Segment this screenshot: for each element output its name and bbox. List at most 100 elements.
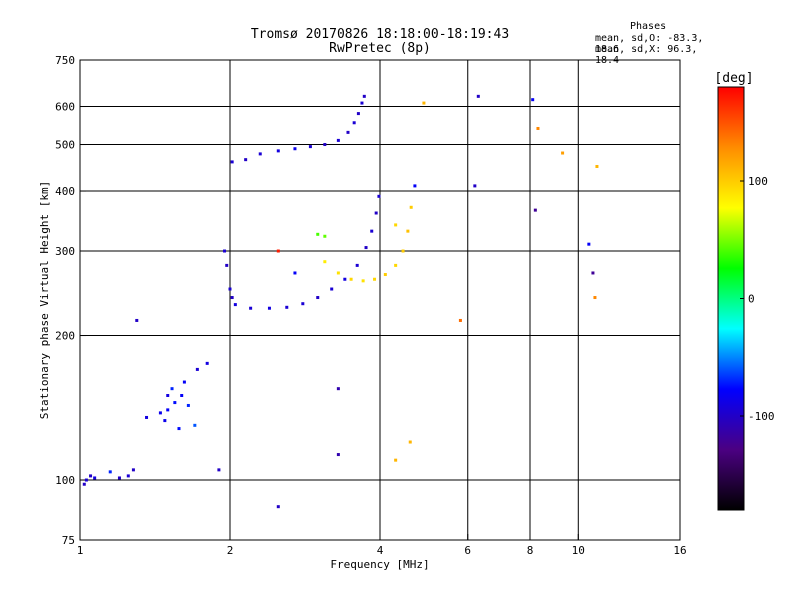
data-point [406,229,410,233]
data-point [533,208,537,212]
data-point [323,143,327,147]
data-point [267,306,271,310]
data-point [394,223,398,227]
axis-ticks: 1 2 4 6 8 10 16 75 100 200 300 400 500 600 750 [55,54,687,557]
data-point [225,263,229,267]
x-tick-label: 4 [377,544,384,557]
data-point [355,263,359,267]
data-point [84,478,88,482]
colorbar [717,86,745,511]
data-point [180,394,184,398]
data-point [587,242,591,246]
data-point [166,394,170,398]
data-point [473,184,477,188]
data-point [131,468,135,472]
data-point [230,160,234,164]
data-point [177,427,181,431]
data-point [591,271,595,275]
data-point [595,164,599,168]
data-point [458,318,462,322]
x-tick-label: 16 [673,544,686,557]
data-point [276,505,280,509]
y-tick-label: 500 [55,139,75,152]
data-point [336,138,340,142]
data-point [394,263,398,267]
chart-title: Tromsø 20170826 18:18:00-18:19:43 [250,27,510,42]
colorbar-ticks: 100 0 -100 [740,175,775,423]
data-point [108,470,112,474]
data-point [476,94,480,98]
data-point [285,305,289,309]
data-points [82,94,599,509]
colorbar-tick-label: -100 [748,410,775,423]
data-point [186,403,190,407]
data-point [82,482,86,486]
y-tick-label: 400 [55,185,75,198]
data-point [249,306,253,310]
data-point [145,415,149,419]
data-point [163,419,167,423]
data-point [370,229,374,233]
data-point [360,101,364,105]
x-tick-label: 8 [527,544,534,557]
data-point [316,296,320,300]
data-point [170,387,174,391]
data-point [536,126,540,130]
y-tick-label: 75 [62,534,75,547]
data-point [352,121,356,125]
x-tick-label: 10 [572,544,585,557]
data-point [409,205,413,209]
data-point [383,273,387,277]
data-point [293,147,297,151]
x-tick-label: 6 [464,544,471,557]
y-tick-label: 200 [55,330,75,343]
data-point [377,194,381,198]
data-point [330,287,334,291]
data-point [561,151,565,155]
data-point [401,249,405,253]
colorbar-tick-label: 100 [748,175,768,188]
data-point [293,271,297,275]
data-point [233,303,237,307]
data-point [276,149,280,153]
data-point [422,101,426,105]
data-point [135,318,139,322]
data-point [323,260,327,264]
data-point [323,234,327,238]
data-point [593,296,597,300]
data-point [126,474,130,478]
colorbar-tick-label: 0 [748,293,755,306]
data-point [361,279,365,283]
data-point [182,380,186,384]
data-point [316,232,320,236]
data-point [258,152,262,156]
x-tick-label: 2 [227,544,234,557]
data-point [336,387,340,391]
data-point [205,361,209,365]
x-axis-label: Frequency [MHz] [330,558,429,571]
data-point [228,287,232,291]
x-tick-label: 1 [77,544,84,557]
y-tick-label: 100 [55,474,75,487]
data-point [346,130,350,134]
data-point [343,277,347,281]
data-point [531,98,535,102]
data-point [93,476,97,480]
data-point [362,94,366,98]
data-point [301,302,305,306]
data-point [230,296,234,300]
data-point [195,367,199,371]
data-point [336,453,340,457]
data-point [336,271,340,275]
data-point [89,474,93,478]
data-point [276,249,280,253]
data-point [364,246,368,250]
data-point [193,423,197,427]
data-point [173,401,177,405]
data-point [223,249,227,253]
y-tick-label: 750 [55,54,75,67]
data-point [356,112,360,116]
chart-subtitle: RwPretec (8p) [329,41,431,56]
data-point [408,440,412,444]
y-tick-label: 300 [55,245,75,258]
